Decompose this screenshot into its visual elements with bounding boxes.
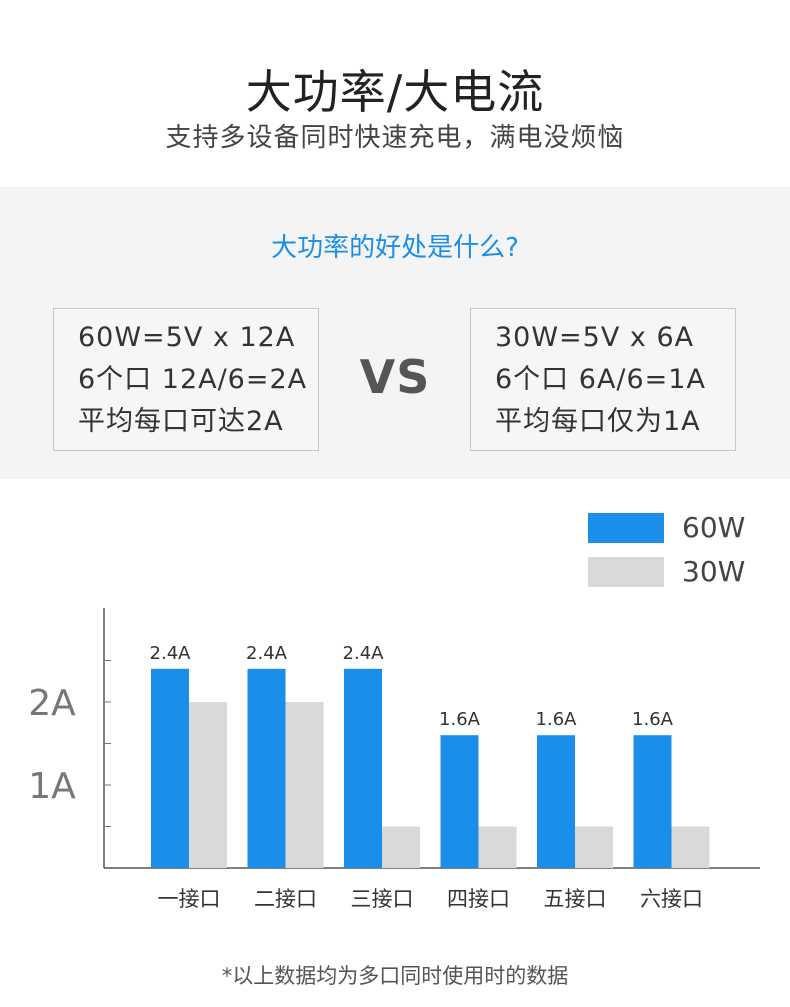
bar-chart: 1A 2A 2.4A 一接口 2.4A 二接口 2.4A 三接口 1.6A 四接口 1.6A 五接口 1… <box>28 608 760 911</box>
legend-item-30w: 30W <box>588 555 768 588</box>
legend-swatch-30w <box>588 557 664 587</box>
spec-line: 60W=5V x 12A <box>78 322 296 353</box>
bar-30W-2 <box>285 702 324 868</box>
spec-line: 平均每口仅为1A <box>495 406 701 437</box>
x-tick-label: 五接口 <box>544 887 607 911</box>
legend-label-60w: 60W <box>682 511 746 544</box>
data-label: 1.6A <box>439 709 481 730</box>
hero-title: 大功率/大电流 <box>245 65 545 119</box>
vs-label: VS <box>359 350 431 404</box>
bar-60W-4 <box>440 735 479 868</box>
legend-swatch-60w <box>588 513 664 543</box>
data-label: 2.4A <box>246 643 288 664</box>
spec-line: 6个口 12A/6=2A <box>78 364 308 395</box>
bar-60W-2 <box>247 668 286 868</box>
data-label: 2.4A <box>343 643 385 664</box>
bar-30W-3 <box>382 826 420 868</box>
bar-30W-5 <box>575 826 613 868</box>
spec-box-30w: 30W=5V x 6A 6个口 6A/6=1A 平均每口仅为1A <box>470 308 736 451</box>
spec-line: 平均每口可达2A <box>78 406 284 437</box>
spec-line: 6个口 6A/6=1A <box>495 364 706 395</box>
data-label: 1.6A <box>536 709 578 730</box>
footnote: *以上数据均为多口同时使用时的数据 <box>221 964 569 988</box>
x-tick-label: 四接口 <box>447 887 510 911</box>
spec-line: 30W=5V x 6A <box>495 322 695 353</box>
bar-30W-6 <box>671 826 710 868</box>
data-label: 2.4A <box>150 643 192 664</box>
x-tick-label: 六接口 <box>640 887 703 911</box>
hero-subtitle: 支持多设备同时快速充电，满电没烦恼 <box>165 123 625 153</box>
comparison-section: 大功率的好处是什么? 60W=5V x 12A 6个口 12A/6=2A 平均每… <box>0 187 790 479</box>
legend-label-30w: 30W <box>682 555 746 588</box>
spec-box-60w: 60W=5V x 12A 6个口 12A/6=2A 平均每口可达2A <box>53 308 319 451</box>
bar-60W-6 <box>633 735 672 868</box>
y-tick-label: 2A <box>28 683 76 724</box>
x-tick-label: 一接口 <box>158 887 221 911</box>
x-tick-label: 二接口 <box>254 887 317 911</box>
legend-item-60w: 60W <box>588 511 768 544</box>
bar-30W-4 <box>478 826 517 868</box>
data-label: 1.6A <box>632 709 674 730</box>
bar-60W-3 <box>344 668 382 868</box>
bar-30W-1 <box>189 702 227 868</box>
x-tick-label: 三接口 <box>351 887 414 911</box>
y-tick-label: 1A <box>28 766 76 807</box>
comparison-question: 大功率的好处是什么? <box>271 233 519 263</box>
bar-60W-1 <box>151 668 189 868</box>
bar-60W-5 <box>537 735 575 868</box>
